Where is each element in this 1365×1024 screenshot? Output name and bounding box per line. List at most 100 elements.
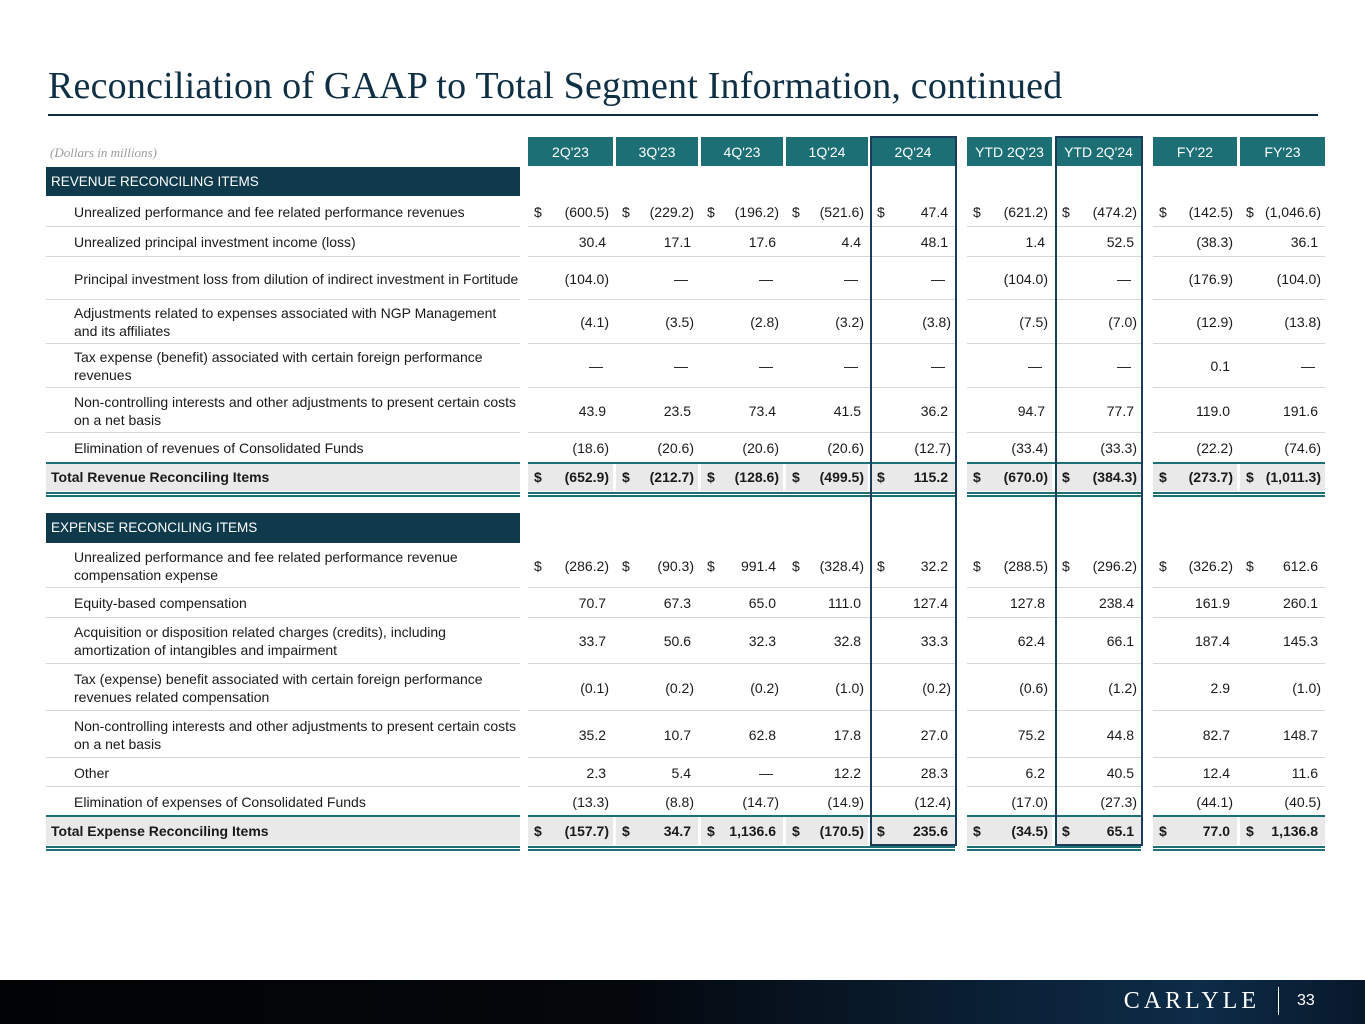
value-cell: 77.7: [1056, 388, 1141, 433]
dollar-sign: $: [1062, 469, 1070, 485]
row-divider: [1153, 786, 1325, 787]
value: (13.3): [572, 793, 609, 810]
column-header: 2Q'24: [871, 137, 955, 166]
section-header-row: EXPENSE RECONCILING ITEMS: [0, 513, 1365, 543]
dollar-sign: $: [534, 204, 542, 220]
row-divider: [46, 710, 520, 711]
value-cell: (12.7): [871, 433, 955, 463]
total-double-rule: [528, 846, 955, 851]
value: 50.6: [663, 633, 691, 649]
column-header: 2Q'23: [528, 137, 613, 166]
value-cell: 52.5: [1056, 227, 1141, 257]
value: (0.1): [580, 679, 609, 696]
value-cell: (0.2): [871, 664, 955, 711]
value: 32.3: [748, 633, 776, 649]
total-top-rule: [46, 462, 520, 464]
total-top-rule: [967, 462, 1141, 464]
row-divider: [46, 387, 520, 388]
value: (104.0): [1276, 270, 1321, 287]
value-cell: 991.4 $: [701, 544, 783, 588]
value-cell: 70.7: [528, 588, 613, 618]
value-cell: 32.3: [701, 618, 783, 664]
value-cell: (104.0): [1240, 257, 1325, 300]
dollar-sign: $: [1246, 469, 1254, 485]
value-cell: —: [1056, 257, 1141, 300]
value-cell: 66.1: [1056, 618, 1141, 664]
row-divider: [1153, 757, 1325, 758]
value-cell: —: [616, 344, 698, 388]
value-cell: 82.7: [1153, 711, 1237, 758]
value-cell: 1.4: [967, 227, 1052, 257]
value-cell: —: [967, 344, 1052, 388]
value: (104.0): [1003, 270, 1048, 287]
dollar-sign: $: [534, 469, 542, 485]
value-cell: 77.0 $: [1153, 816, 1237, 845]
value: (20.6): [657, 440, 694, 456]
dollar-sign: $: [1246, 558, 1254, 574]
row-label: Non-controlling interests and other adju…: [74, 717, 517, 752]
row-divider: [967, 343, 1141, 344]
row-divider: [967, 226, 1141, 227]
table-row: Tax expense (benefit) associated with ce…: [0, 344, 1365, 388]
value-cell: 12.4: [1153, 758, 1237, 787]
value-cell: 30.4: [528, 227, 613, 257]
row-divider: [46, 432, 520, 433]
value-cell: 191.6: [1240, 388, 1325, 433]
value: 35.2: [578, 726, 606, 743]
value-cell: (40.5): [1240, 787, 1325, 816]
value: (296.2): [1092, 558, 1137, 574]
value-cell: (157.7) $: [528, 816, 613, 845]
value-cell: (600.5) $: [528, 197, 613, 227]
value-cell: (38.3): [1153, 227, 1237, 257]
dollar-sign: $: [622, 469, 630, 485]
value: —: [844, 358, 858, 374]
total-double-rule: [1153, 846, 1325, 851]
dollar-sign: $: [707, 469, 715, 485]
value: 73.4: [748, 402, 776, 419]
value-cell: 238.4: [1056, 588, 1141, 618]
row-divider: [1153, 226, 1325, 227]
value: 127.4: [912, 595, 948, 611]
value-cell: 62.4: [967, 618, 1052, 664]
table-row: Elimination of revenues of Consolidated …: [0, 433, 1365, 463]
value-cell: (27.3): [1056, 787, 1141, 816]
dollar-sign: $: [792, 822, 800, 839]
value-cell: (170.5) $: [786, 816, 868, 845]
value: (18.6): [572, 440, 609, 456]
value: 2.9: [1210, 679, 1230, 696]
value: 82.7: [1202, 726, 1230, 743]
value-cell: (384.3) $: [1056, 463, 1141, 491]
value-cell: (44.1): [1153, 787, 1237, 816]
dollar-sign: $: [1246, 204, 1254, 220]
value-cell: —: [1240, 344, 1325, 388]
value-cell: —: [1056, 344, 1141, 388]
dollar-sign: $: [973, 469, 981, 485]
dollar-sign: $: [973, 558, 981, 574]
dollar-sign: $: [1159, 558, 1167, 574]
value-cell: (13.8): [1240, 300, 1325, 344]
value: (33.4): [1011, 440, 1048, 456]
value: 33.3: [920, 633, 948, 649]
table-row: Acquisition or disposition related charg…: [0, 618, 1365, 664]
value: 48.1: [920, 234, 948, 250]
value-cell: (128.6) $: [701, 463, 783, 491]
value: (7.5): [1019, 314, 1048, 330]
value: (38.3): [1196, 234, 1233, 250]
value-cell: —: [701, 758, 783, 787]
value-cell: 32.2 $: [871, 544, 955, 588]
value: 10.7: [663, 726, 691, 743]
value: (170.5): [819, 822, 864, 839]
value-cell: 34.7 $: [616, 816, 698, 845]
row-divider: [528, 387, 955, 388]
value-cell: 111.0: [786, 588, 868, 618]
value-cell: 41.5: [786, 388, 868, 433]
value: 27.0: [920, 726, 948, 743]
value: (44.1): [1196, 793, 1233, 810]
value: (12.9): [1196, 314, 1233, 330]
total-row: Total Expense Reconciling Items (157.7) $3…: [0, 815, 1365, 851]
row-label: Elimination of revenues of Consolidated …: [74, 440, 364, 456]
value: (176.9): [1188, 270, 1233, 287]
row-label: Tax (expense) benefit associated with ce…: [74, 670, 483, 705]
value-cell: 65.1 $: [1056, 816, 1141, 845]
value: 62.8: [748, 726, 776, 743]
